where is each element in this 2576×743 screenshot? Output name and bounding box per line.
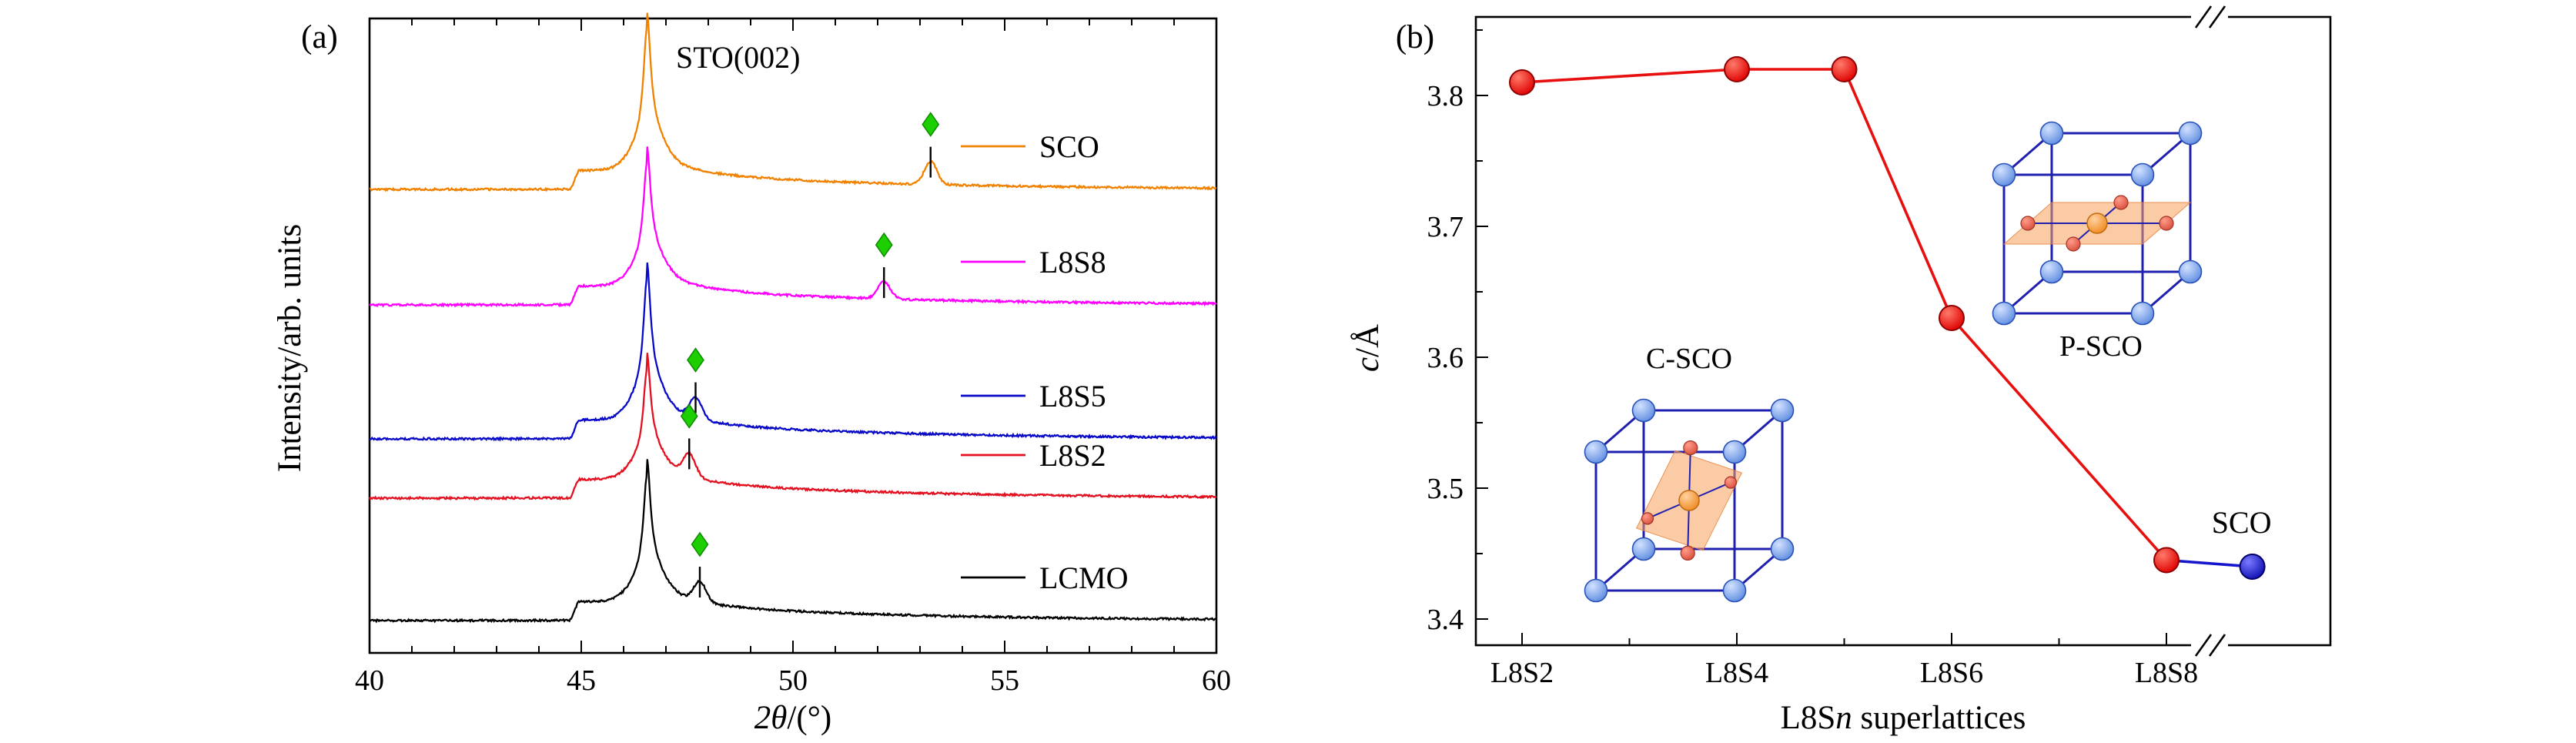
panel-b-ytick-label: 3.7 [1427, 211, 1464, 243]
p-sco-unit-cell-corner-atom [1992, 162, 2016, 187]
film-peak-diamond-icon [680, 403, 698, 429]
sco-connector-line [2166, 558, 2253, 568]
legend-label-SCO: SCO [1039, 129, 1099, 164]
c-sco-unit-cell-corner-atom [1722, 578, 1747, 603]
axis-break-slash-icon [2194, 5, 2213, 28]
c-sco-unit-cell-corner-atom [1584, 578, 1608, 603]
panel-b-xtick-label: L8S4 [1705, 657, 1768, 689]
panel-b-ytick-label: 3.5 [1427, 473, 1464, 505]
inset-label-p-sco: P-SCO [2059, 330, 2143, 363]
panel-b-xtick-label: L8S6 [1920, 657, 1983, 689]
data-point-SCO [2239, 554, 2266, 580]
panel-b-xtick-label: L8S2 [1490, 657, 1554, 689]
panel-a-xtick-label: 40 [355, 664, 384, 697]
xrd-curve-L8S2 [368, 353, 1217, 501]
panel-a-xtick-label: 50 [778, 664, 808, 697]
c-sco-unit-cell-corner-atom [1770, 398, 1795, 423]
panel-b-xlabel: L8Sn superlattices [1781, 700, 2026, 736]
film-peak-diamond-icon [875, 232, 893, 258]
panel-b-xtick-label: L8S8 [2135, 657, 2198, 689]
panel-b-ytick-label: 3.6 [1427, 342, 1464, 374]
c-sco-unit-cell-oxygen-atom [1683, 440, 1698, 456]
c-sco-unit-cell-corner-atom [1631, 537, 1656, 561]
axis-break-slash-icon [2208, 634, 2226, 657]
panel-a-xtick-label: 55 [990, 664, 1019, 697]
p-sco-unit-cell-oxygen-atom [2066, 236, 2081, 252]
sco-point-label: SCO [2212, 505, 2272, 540]
axis-break-slash-icon [2208, 5, 2226, 28]
panel-a-frame [368, 17, 1218, 654]
c-sco-unit-cell-corner-atom [1770, 537, 1795, 561]
panel-a-ylabel: Intensity/arb. units [272, 224, 308, 472]
p-sco-unit-cell-corner-atom [2178, 259, 2203, 284]
c-sco-unit-cell-center-atom [1678, 490, 1700, 511]
data-point-L8S6 [1939, 305, 1965, 331]
p-sco-unit-cell-center-atom [2086, 213, 2108, 234]
panel-a-label: (a) [301, 19, 338, 55]
p-sco-unit-cell-corner-atom [2178, 121, 2203, 146]
xrd-curve-SCO [369, 12, 1217, 192]
axis-break-slash-icon [2194, 634, 2213, 657]
p-sco-unit-cell-oxygen-atom [2020, 216, 2036, 231]
c-sco-unit-cell-corner-atom [1584, 440, 1608, 464]
c-sco-unit-cell [1584, 398, 1795, 603]
c-axis-line [1521, 68, 2168, 561]
panel-a: 40 45 50 55 60 2θ/(°) Intensity/arb. units (a) S… [272, 12, 1231, 736]
data-point-L8S5 [1831, 56, 1858, 82]
panel-b-ytick-label: 3.4 [1427, 604, 1464, 636]
c-sco-unit-cell-corner-atom [1631, 398, 1656, 423]
legend-label-L8S8: L8S8 [1039, 245, 1106, 279]
panel-b-frame [1474, 15, 2332, 647]
axis-break-mask [2191, 12, 2228, 22]
p-sco-unit-cell-oxygen-atom [2113, 195, 2129, 210]
legend-label-L8S5: L8S5 [1039, 379, 1106, 413]
axis-break-mask [2191, 640, 2228, 651]
p-sco-unit-cell-corner-atom [2130, 301, 2155, 326]
p-sco-unit-cell-oxygen-atom [2159, 216, 2174, 231]
c-sco-unit-cell-corner-atom [1722, 440, 1747, 464]
xrd-curve-LCMO [369, 459, 1217, 624]
data-point-L8S8 [2153, 547, 2180, 574]
xrd-curve-L8S5 [369, 262, 1217, 442]
panel-a-xtick-label: 45 [567, 664, 596, 697]
panel-a-xtick-label: 60 [1202, 664, 1231, 697]
film-peak-diamond-icon [687, 347, 704, 373]
panel-b: 3.4 3.5 3.6 3.7 3.8 L8S2 L8S4 L8S6 L8S8 L8Sn supe… [1350, 5, 2332, 736]
film-peak-diamond-icon [691, 531, 709, 557]
p-sco-unit-cell [1992, 121, 2203, 326]
c-sco-unit-cell-oxygen-atom [1680, 545, 1695, 561]
sto-002-annotation: STO(002) [676, 40, 800, 75]
data-point-L8S2 [1509, 69, 1535, 95]
film-peak-diamond-icon [922, 112, 940, 137]
data-point-L8S4 [1724, 56, 1750, 82]
xrd-curve-L8S8 [369, 146, 1217, 308]
inset-label-c-sco: C-SCO [1646, 343, 1732, 375]
panel-a-xlabel: 2θ/(°) [754, 700, 831, 736]
c-sco-unit-cell-oxygen-atom [1724, 476, 1738, 489]
legend-label-LCMO: LCMO [1039, 561, 1129, 595]
p-sco-unit-cell-corner-atom [2039, 121, 2064, 146]
legend-label-L8S2: L8S2 [1039, 438, 1106, 473]
p-sco-unit-cell-corner-atom [2130, 162, 2155, 187]
p-sco-unit-cell-corner-atom [2039, 259, 2064, 284]
panel-b-ytick-label: 3.8 [1427, 80, 1464, 112]
panel-b-ylabel: c/Å [1350, 324, 1386, 372]
p-sco-unit-cell-corner-atom [1992, 301, 2016, 326]
panel-b-label: (b) [1396, 19, 1434, 55]
c-sco-unit-cell-oxygen-atom [1641, 512, 1654, 525]
